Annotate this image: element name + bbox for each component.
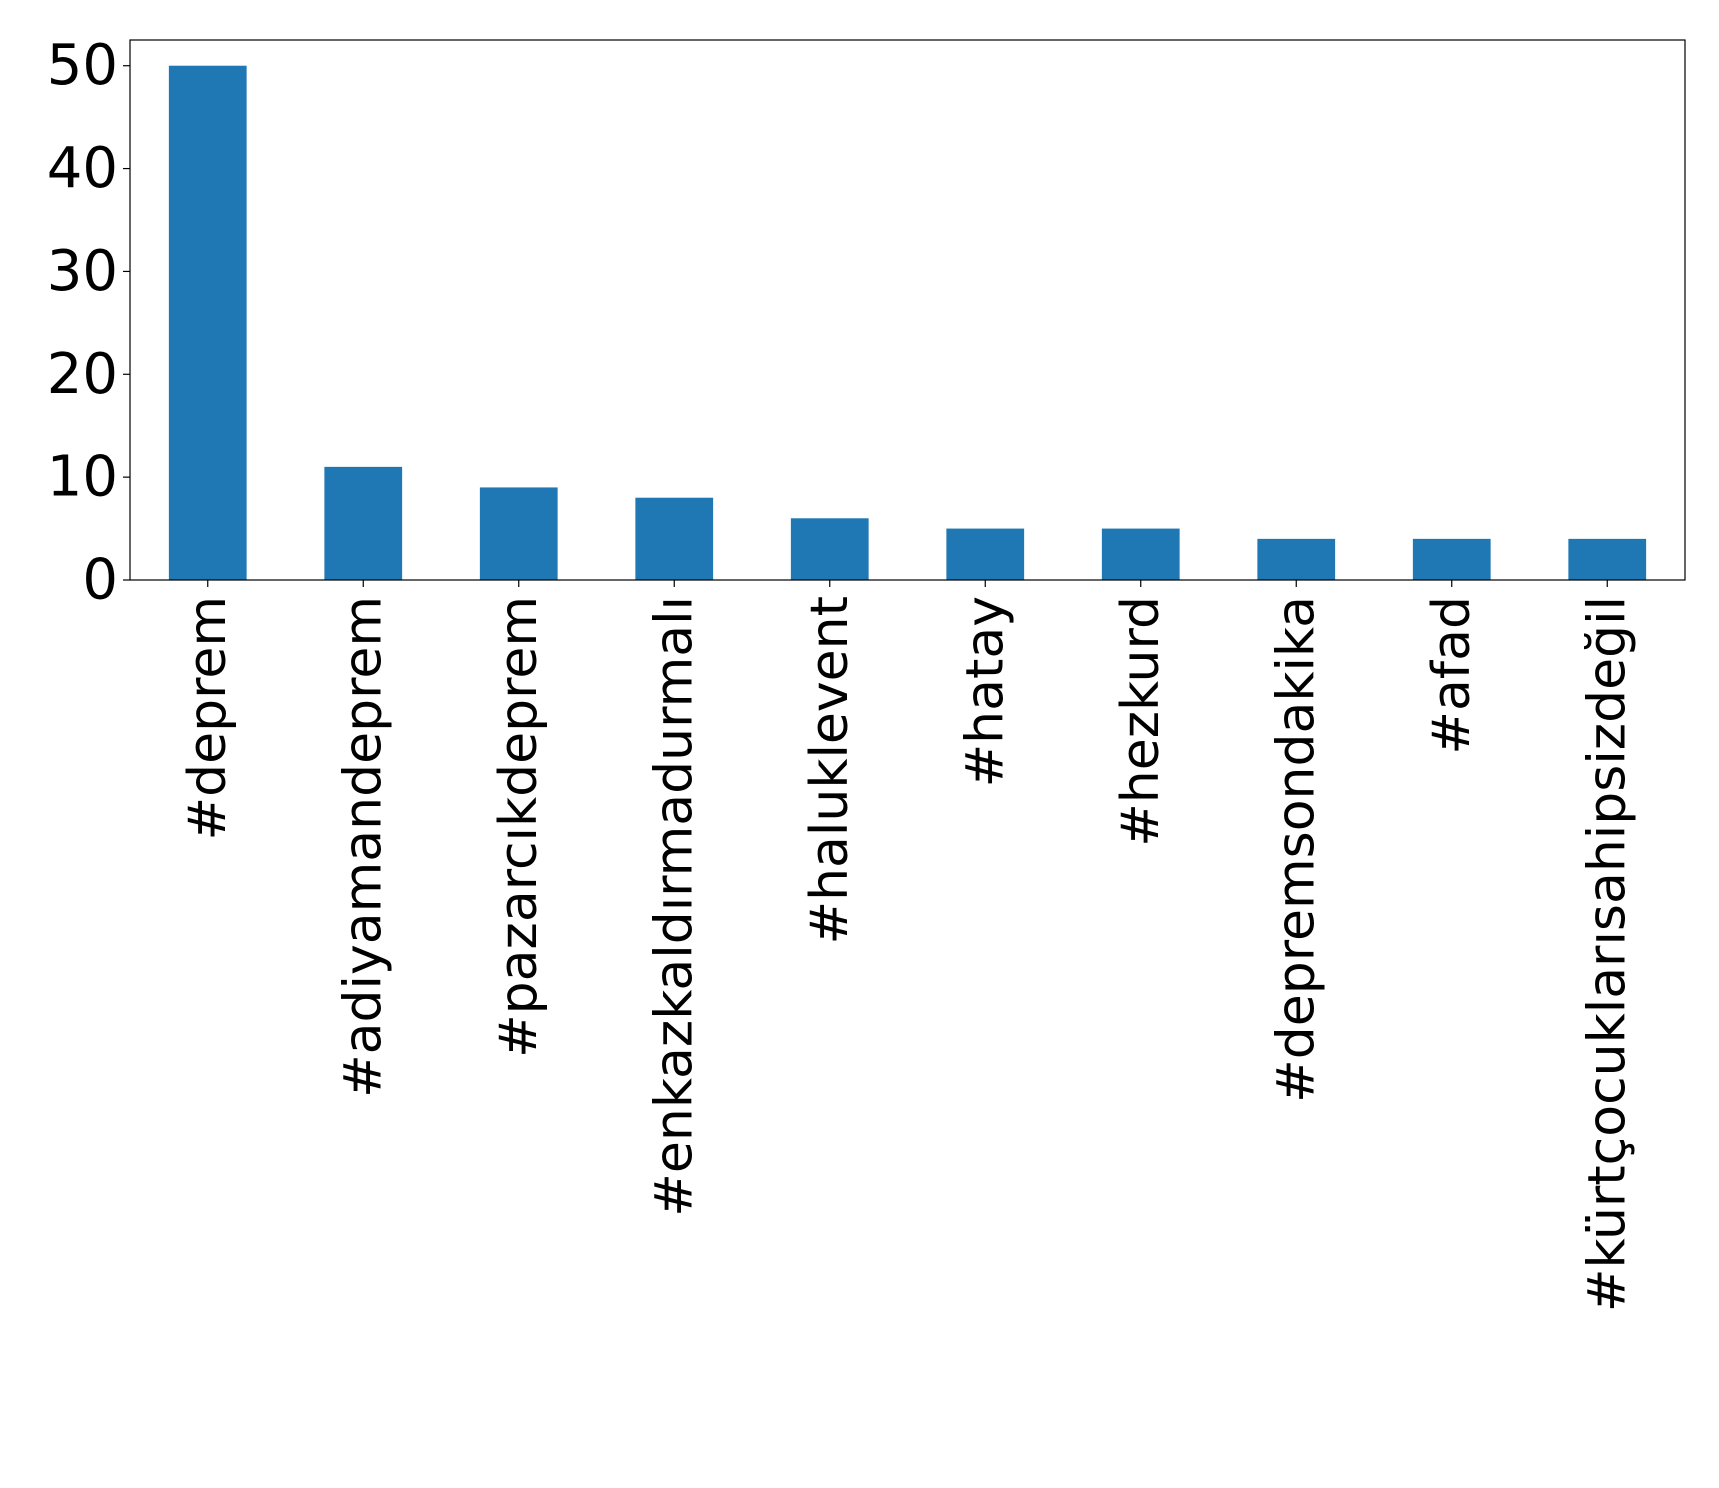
x-tick-label-7: #depremsondakika — [1266, 596, 1326, 1103]
y-tick-label-5: 50 — [47, 33, 118, 98]
bar-2 — [479, 487, 558, 580]
plot-frame — [129, 39, 1686, 581]
y-tick-label-4: 40 — [47, 136, 118, 201]
y-tick-label-2: 20 — [47, 342, 118, 407]
y-axis: 0 10 20 30 40 50 — [47, 33, 130, 613]
x-axis: #deprem #adiyamandeprem #pazarcıkdeprem #en… — [178, 580, 1637, 1312]
x-tick-label-5: #hatay — [955, 596, 1015, 787]
x-tick-label-6: #hezkurd — [1111, 596, 1171, 847]
bar-8 — [1412, 538, 1491, 580]
bar-1 — [324, 466, 403, 580]
bar-9 — [1568, 538, 1647, 580]
x-tick-label-8: #afad — [1422, 596, 1482, 755]
bar-5 — [946, 528, 1025, 580]
bar-7 — [1257, 538, 1336, 580]
bar-3 — [635, 497, 714, 580]
bars-group — [168, 65, 1647, 580]
y-tick-label-3: 30 — [47, 239, 118, 304]
x-tick-label-0: #deprem — [178, 596, 238, 840]
x-tick-label-2: #pazarcıkdeprem — [489, 596, 549, 1058]
y-tick-label-1: 10 — [47, 445, 118, 510]
bar-0 — [168, 65, 247, 580]
bar-4 — [790, 518, 869, 580]
bar-6 — [1101, 528, 1180, 580]
x-tick-label-4: #haluklevent — [800, 596, 860, 944]
x-tick-label-3: #enkazkaldırmadurmalı — [644, 596, 704, 1217]
x-tick-label-1: #adiyamandeprem — [333, 596, 393, 1098]
x-tick-label-9: #kürtçocuklarısahipsizdeğil — [1577, 596, 1637, 1312]
y-tick-label-0: 0 — [82, 548, 118, 613]
